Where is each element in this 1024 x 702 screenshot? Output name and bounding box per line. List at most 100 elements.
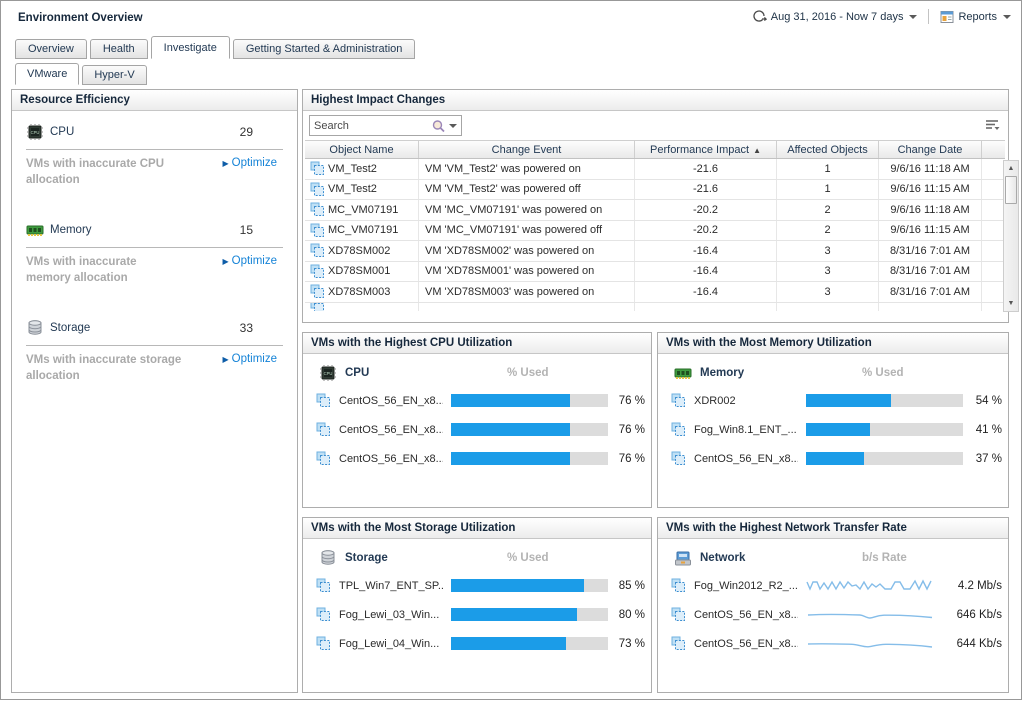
memory-metric-row: Memory 15 (26, 213, 283, 247)
tab-health[interactable]: Health (89, 39, 148, 59)
table-customizer-icon[interactable] (985, 119, 1000, 131)
note-text: VMs with inaccurate memory allocation (26, 256, 137, 284)
top-controls: Aug 31, 2016 - Now 7 days Reports (753, 9, 1011, 24)
utilization-bar (451, 608, 608, 621)
sort-asc-icon: ▲ (753, 146, 761, 155)
column-header-object-name[interactable]: Object Name (305, 141, 419, 158)
vm-name-link[interactable]: XDR002 (694, 394, 736, 407)
metric-value: 15 (239, 223, 253, 238)
utilization-value: 73 % (618, 637, 645, 650)
column-header-performance-impact[interactable]: Performance Impact ▲ (635, 141, 777, 158)
table-row[interactable]: XD78SM002 VM 'XD78SM002' was powered on … (305, 241, 1005, 262)
search-button[interactable] (431, 119, 461, 133)
main-tab-bar: Overview Health Investigate Getting Star… (15, 36, 418, 59)
optimize-memory-link[interactable]: ▶ Optimize (222, 255, 277, 268)
storage-icon (321, 550, 335, 565)
optimize-storage-link[interactable]: ▶ Optimize (222, 353, 277, 366)
tab-getting-started[interactable]: Getting Started & Administration (232, 39, 416, 59)
column-header-change-event[interactable]: Change Event (419, 141, 635, 158)
network-sparkline (807, 613, 933, 619)
cpu-allocation-note: VMs with inaccurate CPU allocation ▶ Opti… (26, 150, 283, 213)
utilization-bar (451, 452, 608, 465)
vm-icon (310, 284, 324, 299)
vm-icon (310, 243, 324, 258)
panel-title: Resource Efficiency (12, 90, 297, 111)
vm-name-link[interactable]: CentOS_56_EN_x8... (694, 637, 798, 650)
utilization-bar (806, 394, 963, 407)
table-row[interactable]: XD78SM001 VM 'XD78SM001' was powered on … (305, 261, 1005, 282)
impact-changes-table: Object Name Change Event Performance Imp… (305, 140, 1019, 312)
table-row[interactable]: XD78SM003 VM 'XD78SM003' was powered on … (305, 282, 1005, 303)
utilization-bar (451, 423, 608, 436)
vm-name-link[interactable]: CentOS_56_EN_x8... (694, 452, 798, 465)
vm-icon (671, 422, 685, 436)
panel-title: VMs with the Most Storage Utilization (303, 518, 651, 539)
column-header-affected-objects[interactable]: Affected Objects (777, 141, 879, 158)
vm-name-link[interactable]: Fog_Lewi_04_Win... (339, 637, 440, 650)
network-sparkline (807, 643, 933, 648)
table-row[interactable]: MC_VM07191 VM 'MC_VM07191' was powered o… (305, 200, 1005, 221)
time-range-caret-icon[interactable] (909, 14, 918, 19)
vm-name-link[interactable]: CentOS_56_EN_x8... (694, 608, 798, 621)
table-row[interactable]: VM_Test2 VM 'VM_Test2' was powered on -2… (305, 159, 1005, 180)
vm-name-link[interactable]: CentOS_56_EN_x8... (339, 394, 443, 407)
vm-name-link[interactable]: CentOS_56_EN_x8... (339, 423, 443, 436)
subtab-vmware[interactable]: VMware (15, 63, 80, 85)
divider (26, 345, 283, 347)
scrollbar-thumb[interactable] (1005, 176, 1017, 204)
divider (928, 9, 930, 24)
metric-value: 29 (239, 125, 253, 139)
subheader: Network b/s Rate (658, 545, 1008, 571)
vm-icon (671, 393, 685, 407)
vm-icon (671, 607, 685, 621)
search-input[interactable] (310, 117, 418, 134)
tab-investigate[interactable]: Investigate (150, 36, 230, 59)
reports-caret-icon[interactable] (1003, 14, 1011, 19)
utilization-bar (806, 452, 963, 465)
vm-utilization-row: Fog_Lewi_03_Win... 80 % (303, 600, 651, 629)
utilization-value: 76 % (618, 452, 645, 465)
vm-name-link[interactable]: Fog_Lewi_03_Win... (339, 608, 440, 621)
column-header-change-date[interactable]: Change Date (879, 141, 982, 158)
panel-title: VMs with the Highest Network Transfer Ra… (658, 518, 1008, 539)
optimize-cpu-link[interactable]: ▶ Optimize (222, 157, 277, 169)
vm-icon (316, 636, 330, 650)
network-rate-value: 4.2 Mb/s (957, 579, 1002, 592)
utilization-bar (806, 423, 963, 436)
utilization-bar (451, 637, 608, 650)
vm-network-row: CentOS_56_EN_x8... 646 Kb/s (658, 600, 1008, 629)
network-transfer-panel: VMs with the Highest Network Transfer Ra… (657, 517, 1009, 693)
metric-label: Memory (50, 224, 92, 237)
note-text: VMs with inaccurate storage allocation (26, 354, 182, 382)
metric-label: CPU (50, 126, 75, 138)
reports-button[interactable]: Reports (940, 10, 1011, 24)
vm-name-link[interactable]: Fog_Win8.1_ENT_... (694, 423, 797, 436)
panel-title: VMs with the Highest CPU Utilization (303, 333, 651, 354)
vm-name-link[interactable]: Fog_Win2012_R2_... (694, 579, 798, 592)
scroll-up-icon[interactable]: ▲ (1007, 165, 1015, 172)
table-scrollbar[interactable]: ▲ ▼ (1003, 160, 1019, 312)
vm-name-link[interactable]: CentOS_56_EN_x8... (339, 452, 443, 465)
table-row[interactable]: MC_VM07191 VM 'MC_VM07191' was powered o… (305, 220, 1005, 241)
arrow-right-icon: ▶ (222, 159, 229, 168)
vm-icon (310, 161, 324, 176)
vm-utilization-row: Fog_Lewi_04_Win... 73 % (303, 629, 651, 658)
vm-name-link[interactable]: TPL_Win7_ENT_SP... (339, 579, 443, 592)
time-range-label: Aug 31, 2016 - Now 7 days (770, 10, 904, 23)
vm-icon (310, 202, 324, 217)
cpu-utilization-panel: VMs with the Highest CPU Utilization CPU… (302, 332, 652, 508)
search-options-caret-icon[interactable] (449, 123, 457, 128)
vm-icon (671, 636, 685, 650)
tab-overview[interactable]: Overview (15, 39, 87, 59)
vm-icon (316, 451, 330, 465)
vm-icon (310, 302, 324, 311)
time-range-control[interactable]: Aug 31, 2016 - Now 7 days (753, 10, 918, 23)
table-row[interactable]: VM_Test2 VM 'VM_Test2' was powered off -… (305, 179, 1005, 200)
scroll-down-icon[interactable]: ▼ (1007, 300, 1015, 307)
subtab-hyperv[interactable]: Hyper-V (82, 65, 147, 85)
vm-icon (310, 182, 324, 196)
reports-icon (940, 10, 954, 23)
memory-icon (26, 225, 44, 237)
vm-icon (671, 578, 685, 592)
top-bar: Environment Overview Aug 31, 2016 - Now … (1, 1, 1021, 35)
